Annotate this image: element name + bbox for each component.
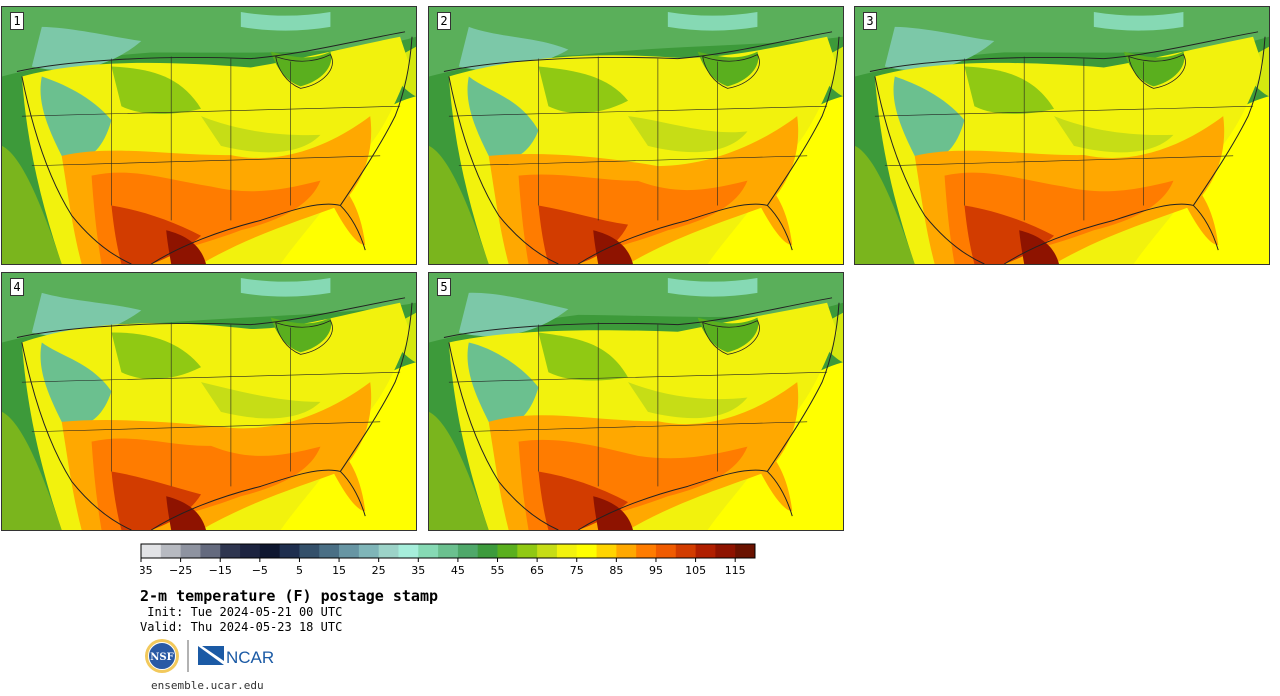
ensemble-member-map-3: 3 xyxy=(854,6,1270,265)
colorbar-bin xyxy=(695,544,716,558)
valid-time: Valid: Thu 2024-05-23 18 UTC xyxy=(140,620,343,634)
colorbar-tick-label: 115 xyxy=(725,564,746,577)
colorbar-bin xyxy=(378,544,399,558)
colorbar-bin xyxy=(477,544,498,558)
ensemble-member-map-5: 5 xyxy=(428,272,844,531)
member-label: 4 xyxy=(10,278,24,296)
temperature-colorbar: −35 −25 −15 −5 5 15 25 35 45 55 65 75 85 95 105 115 xyxy=(140,543,756,577)
colorbar-bin xyxy=(675,544,696,558)
colorbar-tick-label: −35 xyxy=(140,564,153,577)
colorbar-bin xyxy=(259,544,281,558)
colorbar-bin xyxy=(358,544,380,558)
colorbar-tick-label: 65 xyxy=(530,564,544,577)
colorbar-bin xyxy=(556,544,578,558)
temperature-map xyxy=(2,273,416,530)
colorbar-tick-label: −25 xyxy=(169,564,192,577)
ensemble-member-map-4: 4 xyxy=(1,272,417,531)
member-label: 3 xyxy=(863,12,877,30)
colorbar-bin xyxy=(220,544,241,558)
colorbar-tick-label: 55 xyxy=(491,564,505,577)
colorbar-bin xyxy=(655,544,677,558)
colorbar-tick-label: 25 xyxy=(372,564,386,577)
temperature-map xyxy=(429,273,843,530)
colorbar-tick-label: 15 xyxy=(332,564,346,577)
colorbar-bin xyxy=(339,544,360,558)
colorbar-bin xyxy=(279,544,300,558)
colorbar-bin xyxy=(576,544,597,558)
colorbar-bin xyxy=(497,544,518,558)
colorbar-bin xyxy=(299,544,320,558)
svg-text:NCAR: NCAR xyxy=(226,648,274,667)
colorbar-tick-label: 45 xyxy=(451,564,465,577)
colorbar-bin xyxy=(141,544,162,558)
ensemble-member-map-2: 2 xyxy=(428,6,844,265)
logos: NSF NCAR xyxy=(145,639,274,673)
colorbar-tick-label: 35 xyxy=(411,564,425,577)
colorbar-bin xyxy=(517,544,538,558)
colorbar-bin xyxy=(596,544,617,558)
colorbar-tick-label: 105 xyxy=(685,564,706,577)
colorbar-bin xyxy=(200,544,221,558)
member-label: 2 xyxy=(437,12,451,30)
colorbar-bin xyxy=(438,544,459,558)
colorbar-bin xyxy=(636,544,657,558)
colorbar-bin xyxy=(160,544,182,558)
colorbar-bin xyxy=(616,544,637,558)
nsf-logo-icon: NSF xyxy=(145,639,179,673)
svg-text:NSF: NSF xyxy=(150,652,173,663)
temperature-map xyxy=(2,7,416,264)
colorbar-bin xyxy=(398,544,419,558)
site-url: ensemble.ucar.edu xyxy=(151,679,264,692)
member-label: 1 xyxy=(10,12,24,30)
colorbar-tick-label: 75 xyxy=(570,564,584,577)
temperature-map xyxy=(429,7,843,264)
colorbar-bin xyxy=(735,544,756,558)
ensemble-member-map-1: 1 xyxy=(1,6,417,265)
colorbar-tick-label: 85 xyxy=(609,564,623,577)
ncar-logo-icon: NCAR xyxy=(198,646,274,667)
colorbar-bin xyxy=(457,544,479,558)
chart-title: 2-m temperature (F) postage stamp xyxy=(140,587,439,605)
colorbar-bin xyxy=(180,544,201,558)
colorbar-tick-label: 95 xyxy=(649,564,663,577)
colorbar-tick-label: −15 xyxy=(209,564,232,577)
title-block: 2-m temperature (F) postage stamp Init: … xyxy=(140,587,438,635)
colorbar-tick-label: −5 xyxy=(252,564,268,577)
init-time: Init: Tue 2024-05-21 00 UTC xyxy=(140,605,343,619)
colorbar-bin xyxy=(240,544,261,558)
temperature-map xyxy=(855,7,1269,264)
colorbar-bin xyxy=(418,544,439,558)
colorbar-tick-label: 5 xyxy=(296,564,303,577)
colorbar-bin xyxy=(319,544,340,558)
colorbar-bin xyxy=(715,544,736,558)
colorbar-bin xyxy=(537,544,558,558)
member-label: 5 xyxy=(437,278,451,296)
